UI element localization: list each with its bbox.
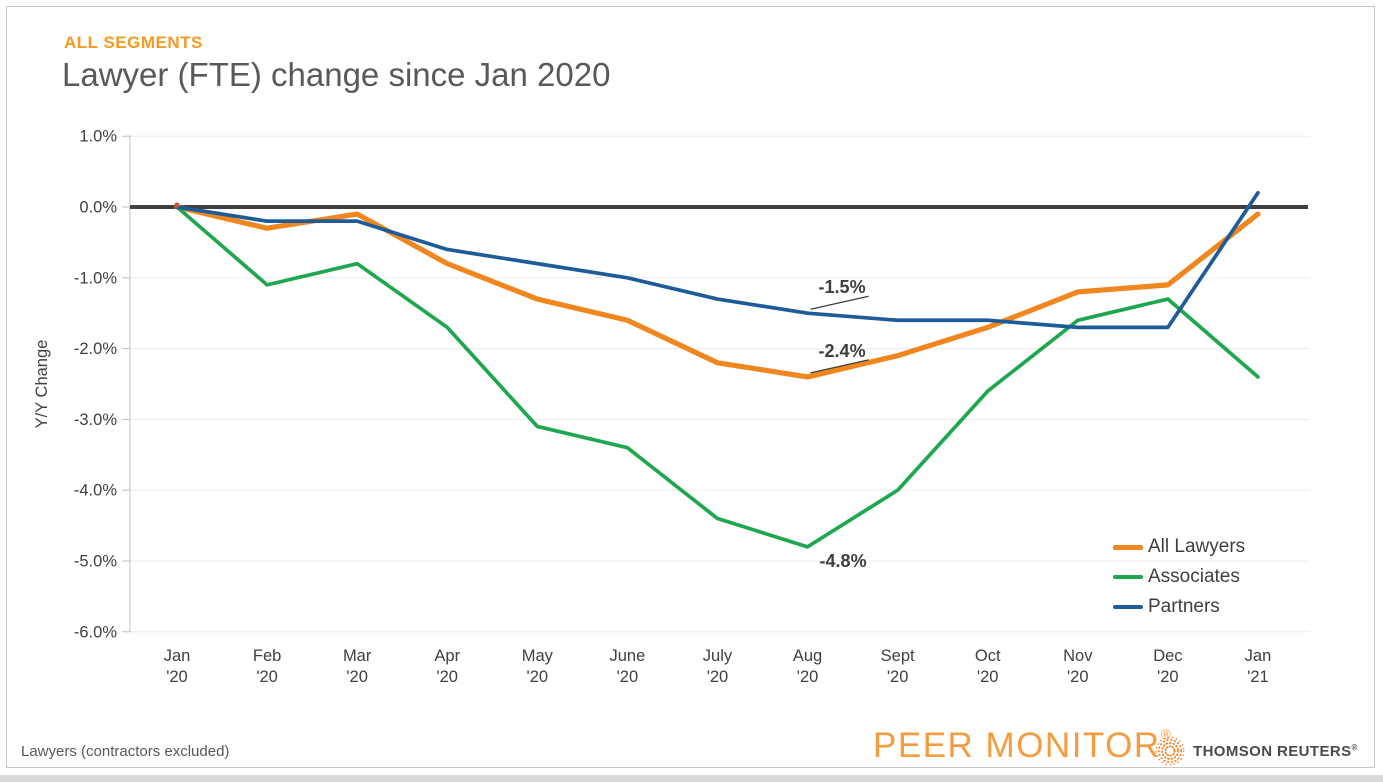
y-tick-label: -1.0% (74, 269, 117, 287)
thomson-reuters-kinesis-icon (1155, 736, 1185, 766)
page-title: Lawyer (FTE) change since Jan 2020 (62, 56, 611, 93)
y-tick-label: 0.0% (79, 199, 117, 217)
legend-swatch-all-lawyers (1113, 544, 1143, 550)
series-start-marker (174, 202, 180, 208)
legend-label-associates: Associates (1148, 566, 1240, 587)
registered-mark: ® (1160, 726, 1171, 742)
y-tick-label: -6.0% (74, 623, 117, 641)
legend-label-partners: Partners (1148, 596, 1220, 617)
legend-item-partners: Partners (1113, 592, 1245, 622)
annotation-associates: -4.8% (819, 550, 867, 571)
x-tick-label: Aug '20 (793, 647, 822, 686)
x-tick-label: July '20 (703, 647, 733, 686)
annotation-all-lawyers: -2.4% (818, 340, 866, 361)
legend-label-all-lawyers: All Lawyers (1148, 536, 1246, 557)
y-axis-title: Y/Y Change (33, 340, 51, 429)
x-tick-label: June '20 (610, 647, 646, 686)
chart-card: ALL SEGMENTS Lawyer (FTE) change since J… (6, 6, 1375, 768)
series-line-associates (175, 205, 1260, 549)
footer-note: Lawyers (contractors excluded) (21, 743, 230, 760)
x-tick-label: Oct '20 (975, 647, 1001, 686)
registered-mark: ® (1351, 742, 1358, 752)
annotation-partners: -1.5% (818, 277, 866, 298)
x-tick-label: Mar '20 (343, 647, 372, 686)
legend-swatch-associates (1113, 575, 1143, 579)
y-tick-label: 1.0% (79, 128, 117, 146)
x-tick-label: Jan '21 (1245, 647, 1272, 686)
thomson-reuters-wordmark: THOMSON REUTERS (1193, 742, 1352, 760)
y-tick-label: -3.0% (74, 411, 117, 429)
x-tick-label: Apr '20 (434, 647, 460, 686)
peer-monitor-logo: PEER MONITOR® (873, 726, 1171, 766)
chart-legend: All Lawyers Associates Partners (1113, 532, 1245, 622)
line-chart: 1.0% 0.0% -1.0% -2.0% -3.0% -4.0% -5.0% -6.0% Y/… (33, 128, 1310, 686)
annotation-leader-line (810, 359, 869, 374)
segment-label: ALL SEGMENTS (64, 33, 203, 52)
y-tick-label: -2.0% (74, 340, 117, 358)
series-line-partners (175, 190, 1260, 330)
y-tick-label: -4.0% (74, 482, 117, 500)
x-tick-label: Feb '20 (253, 647, 281, 686)
x-tick-label: Nov '20 (1063, 647, 1093, 686)
y-tick-label: -5.0% (74, 553, 117, 571)
bottom-strip (0, 775, 1383, 782)
annotation-leader-line (810, 295, 869, 310)
x-tick-label: Dec '20 (1153, 647, 1182, 686)
x-tick-label: Jan '20 (164, 647, 191, 686)
peer-monitor-logo-text: PEER MONITOR (873, 726, 1161, 765)
thomson-reuters-logo: THOMSON REUTERS® (1155, 736, 1358, 766)
x-tick-label: May '20 (522, 647, 554, 686)
x-tick-label: Sept '20 (881, 647, 915, 686)
legend-item-all-lawyers: All Lawyers (1113, 532, 1245, 562)
series-line-all-lawyers (174, 204, 1261, 380)
legend-item-associates: Associates (1113, 562, 1245, 592)
legend-swatch-partners (1113, 605, 1143, 609)
thomson-reuters-logo-text: THOMSON REUTERS® (1193, 743, 1358, 760)
